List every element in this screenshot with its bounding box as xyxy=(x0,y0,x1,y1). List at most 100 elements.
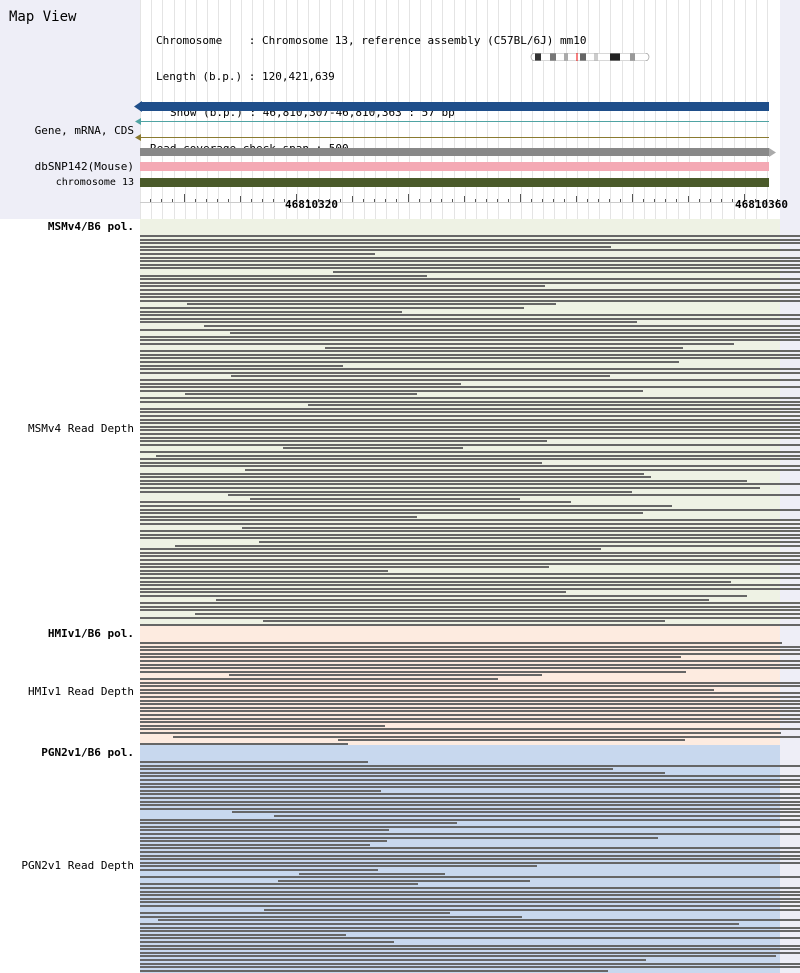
pol-track[interactable] xyxy=(140,219,780,234)
read-line xyxy=(325,346,683,349)
gene-bar[interactable] xyxy=(140,102,769,111)
cds-arrow-icon xyxy=(135,134,141,141)
read-line xyxy=(140,912,450,915)
read-line xyxy=(140,779,800,781)
ruler-tick xyxy=(631,194,633,202)
chromosome-bar[interactable] xyxy=(140,178,769,187)
panel-sidebar xyxy=(0,745,140,973)
read-line xyxy=(140,443,800,446)
read-line xyxy=(140,519,800,522)
read-line xyxy=(140,386,800,389)
read-line xyxy=(140,959,646,961)
read-line xyxy=(140,490,632,493)
read-line xyxy=(140,281,800,284)
ruler-tick xyxy=(362,199,364,202)
read-line xyxy=(140,253,375,255)
read-line xyxy=(140,472,644,475)
pol-track[interactable] xyxy=(140,626,780,641)
ruler-tick xyxy=(407,194,409,202)
read-line xyxy=(140,573,800,576)
read-line xyxy=(140,317,800,320)
pol-track-label: PGN2v1/B6 pol. xyxy=(41,746,134,759)
ruler-tick xyxy=(295,194,297,202)
ruler-tick xyxy=(698,199,700,202)
read-line xyxy=(140,364,343,367)
ruler-tick xyxy=(318,199,319,202)
reads-area xyxy=(140,234,800,626)
chromosome-ideogram[interactable] xyxy=(530,53,650,61)
ruler-tick xyxy=(575,196,577,202)
ruler-tick xyxy=(452,199,454,202)
read-line xyxy=(140,591,566,594)
read-line xyxy=(140,609,800,612)
read-line xyxy=(185,393,417,396)
ruler-tick xyxy=(463,196,465,202)
page-title: Map View xyxy=(9,9,77,25)
read-line xyxy=(140,566,549,569)
read-line xyxy=(263,620,665,623)
ruler-tick xyxy=(743,194,745,202)
read-line xyxy=(140,962,800,965)
read-line xyxy=(158,919,800,922)
read-line xyxy=(333,271,800,273)
read-line xyxy=(232,811,800,814)
chromosome-info: Chromosome : Chromosome 13, reference as… xyxy=(156,34,587,47)
read-line xyxy=(140,433,800,435)
read-line xyxy=(140,440,547,443)
ruler-tick xyxy=(508,199,510,202)
read-line xyxy=(140,260,800,263)
ruler-tick xyxy=(710,199,711,202)
read-line xyxy=(140,605,800,608)
read-line xyxy=(140,487,760,489)
read-line xyxy=(140,476,651,479)
ruler-tick xyxy=(306,199,308,202)
read-line xyxy=(140,721,800,724)
read-line xyxy=(140,343,734,345)
read-line xyxy=(140,299,800,302)
ruler-tick xyxy=(474,199,476,202)
read-line xyxy=(140,951,800,954)
ruler-tick xyxy=(441,199,443,202)
read-line xyxy=(140,515,417,518)
read-line xyxy=(140,642,782,644)
read-line xyxy=(140,692,800,695)
read-line xyxy=(140,761,368,763)
position-ruler xyxy=(140,190,780,203)
read-line xyxy=(140,368,800,371)
read-line xyxy=(140,595,747,597)
ruler-tick xyxy=(150,199,151,202)
assembly-info: Chromosome : Chromosome 13, reference as… xyxy=(150,11,586,167)
gene-arrow-icon xyxy=(134,101,142,112)
mrna-bar[interactable] xyxy=(140,121,769,122)
read-line xyxy=(140,429,800,432)
read-line xyxy=(140,670,686,673)
read-line xyxy=(140,263,800,266)
sidebar-header-bg xyxy=(0,0,140,234)
ruler-tick xyxy=(519,194,521,202)
read-line xyxy=(140,789,381,792)
ruler-tick xyxy=(620,199,622,202)
cds-bar[interactable] xyxy=(140,137,769,138)
read-line xyxy=(140,411,800,414)
read-line xyxy=(140,371,800,374)
read-line xyxy=(140,256,800,259)
read-line xyxy=(140,768,613,771)
read-line xyxy=(140,667,800,670)
ruler-tick xyxy=(642,199,644,202)
read-line xyxy=(140,533,800,536)
ruler-tick xyxy=(542,199,543,202)
read-line xyxy=(140,310,402,313)
read-line xyxy=(140,587,800,590)
ruler-tick xyxy=(732,199,734,202)
read-line xyxy=(140,829,389,832)
read-line xyxy=(140,714,800,716)
gray-bar[interactable] xyxy=(140,148,769,156)
read-line xyxy=(140,407,800,410)
read-line xyxy=(140,930,800,933)
dbsnp-bar[interactable] xyxy=(140,162,769,171)
read-line xyxy=(140,328,800,331)
read-line xyxy=(140,537,800,540)
read-depth-label: MSMv4 Read Depth xyxy=(28,422,134,435)
read-line xyxy=(140,901,800,904)
pol-track[interactable] xyxy=(140,745,780,760)
